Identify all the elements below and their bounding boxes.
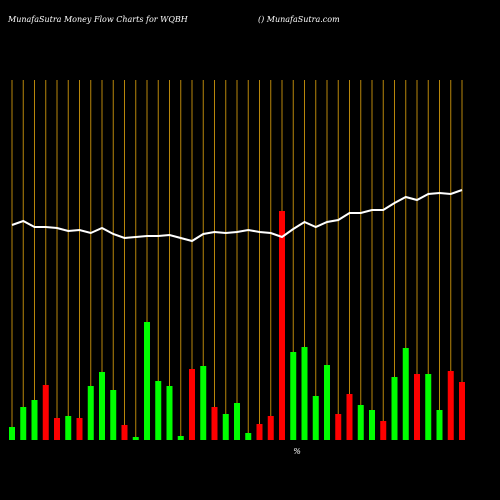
bar <box>312 396 319 440</box>
bar <box>324 365 330 440</box>
bar <box>234 403 240 440</box>
bar <box>346 394 353 440</box>
bar <box>110 390 117 440</box>
bar <box>447 371 454 440</box>
bar <box>99 372 105 440</box>
bar <box>459 382 465 440</box>
bar <box>436 410 443 440</box>
bar <box>369 410 375 440</box>
bar <box>425 374 432 440</box>
bar <box>189 369 195 440</box>
bar <box>380 421 387 440</box>
bar <box>166 386 173 440</box>
bar <box>211 407 218 440</box>
bar <box>42 385 49 440</box>
bar <box>222 414 229 440</box>
bar <box>414 374 420 440</box>
bar <box>301 347 308 440</box>
bar <box>132 437 139 440</box>
bar <box>245 433 252 440</box>
chart-subtitle: () MunafaSutra.com <box>258 15 340 24</box>
bar <box>31 400 38 440</box>
annotation: % <box>293 447 301 456</box>
bar <box>177 436 184 440</box>
bar <box>267 416 274 440</box>
bar <box>54 418 60 440</box>
flow-line <box>11 189 463 243</box>
bar <box>20 407 27 440</box>
bar <box>121 425 128 440</box>
bar <box>65 416 72 440</box>
bar <box>155 381 162 440</box>
bar <box>335 414 342 440</box>
bar <box>357 405 364 440</box>
bar <box>256 424 263 440</box>
bar <box>87 386 94 440</box>
bar <box>144 322 150 440</box>
bar <box>279 211 285 440</box>
bar <box>9 427 15 440</box>
bar <box>402 348 409 440</box>
bar <box>76 418 83 440</box>
bar <box>290 352 297 440</box>
chart-title: MunafaSutra Money Flow Charts for WQBH <box>7 15 189 24</box>
bar <box>391 377 398 440</box>
bar <box>200 366 207 440</box>
